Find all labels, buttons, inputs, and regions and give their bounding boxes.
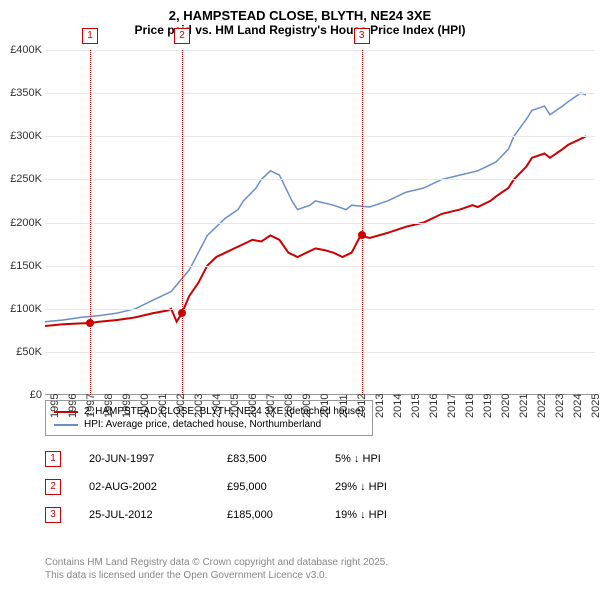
footer-text: Contains HM Land Registry data © Crown c…	[45, 556, 388, 582]
sale-pct: 19% ↓ HPI	[335, 509, 425, 521]
legend-swatch	[54, 411, 78, 413]
sale-date: 02-AUG-2002	[89, 481, 199, 493]
marker-dot-1	[86, 319, 94, 327]
gridline	[45, 179, 595, 180]
series-hpi	[45, 93, 586, 322]
marker-dot-3	[358, 231, 366, 239]
marker-box-3: 3	[354, 28, 370, 44]
sale-price: £95,000	[227, 481, 307, 493]
marker-box-1: 1	[82, 28, 98, 44]
gridline	[45, 266, 595, 267]
sale-marker: 1	[45, 451, 61, 467]
marker-box-2: 2	[174, 28, 190, 44]
series-price_paid	[45, 136, 586, 326]
sale-row: 1 20-JUN-1997 £83,500 5% ↓ HPI	[45, 445, 425, 473]
x-axis-label: 2016	[428, 394, 440, 418]
x-axis-label: 2019	[482, 394, 494, 418]
legend-item: HPI: Average price, detached house, Nort…	[54, 418, 364, 431]
x-axis-label: 2022	[536, 394, 548, 418]
gridline	[45, 50, 595, 51]
sale-row: 2 02-AUG-2002 £95,000 29% ↓ HPI	[45, 473, 425, 501]
marker-line-1	[90, 50, 91, 395]
x-axis-label: 2023	[554, 394, 566, 418]
sale-price: £83,500	[227, 453, 307, 465]
sale-pct: 29% ↓ HPI	[335, 481, 425, 493]
x-axis-label: 2021	[518, 394, 530, 418]
y-axis-label: £200K	[10, 217, 42, 229]
gridline	[45, 136, 595, 137]
sale-price: £185,000	[227, 509, 307, 521]
marker-line-3	[362, 50, 363, 395]
legend-item: 2, HAMPSTEAD CLOSE, BLYTH, NE24 3XE (det…	[54, 405, 364, 418]
x-axis-label: 2013	[374, 394, 386, 418]
x-axis-label: 2020	[500, 394, 512, 418]
y-axis-label: £400K	[10, 44, 42, 56]
x-axis-label: 2014	[392, 394, 404, 418]
footer-line1: Contains HM Land Registry data © Crown c…	[45, 556, 388, 569]
gridline	[45, 309, 595, 310]
y-axis-label: £250K	[10, 173, 42, 185]
y-axis-label: £350K	[10, 87, 42, 99]
y-axis-label: £50K	[16, 346, 42, 358]
sales-table: 1 20-JUN-1997 £83,500 5% ↓ HPI 2 02-AUG-2002 £…	[45, 445, 425, 529]
gridline	[45, 93, 595, 94]
x-axis-label: 2015	[410, 394, 422, 418]
legend: 2, HAMPSTEAD CLOSE, BLYTH, NE24 3XE (det…	[45, 400, 373, 436]
y-axis-label: £300K	[10, 130, 42, 142]
y-axis-label: £150K	[10, 260, 42, 272]
sale-pct: 5% ↓ HPI	[335, 453, 425, 465]
chart-container: 2, HAMPSTEAD CLOSE, BLYTH, NE24 3XE Pric…	[0, 0, 600, 590]
gridline	[45, 352, 595, 353]
sale-date: 25-JUL-2012	[89, 509, 199, 521]
x-axis-label: 2018	[464, 394, 476, 418]
x-axis-label: 2025	[590, 394, 600, 418]
y-axis-label: £0	[30, 389, 42, 401]
plot-area: 1995199619971998199920002001200220032004…	[45, 50, 595, 395]
marker-dot-2	[178, 309, 186, 317]
sale-row: 3 25-JUL-2012 £185,000 19% ↓ HPI	[45, 501, 425, 529]
legend-label: 2, HAMPSTEAD CLOSE, BLYTH, NE24 3XE (det…	[84, 406, 364, 417]
y-axis-label: £100K	[10, 303, 42, 315]
x-axis-label: 2017	[446, 394, 458, 418]
footer-line2: This data is licensed under the Open Gov…	[45, 569, 388, 582]
sale-marker: 2	[45, 479, 61, 495]
legend-swatch	[54, 424, 78, 426]
legend-label: HPI: Average price, detached house, Nort…	[84, 419, 321, 430]
chart-title: 2, HAMPSTEAD CLOSE, BLYTH, NE24 3XE	[0, 0, 600, 23]
x-axis-label: 2024	[572, 394, 584, 418]
marker-line-2	[182, 50, 183, 395]
sale-marker: 3	[45, 507, 61, 523]
sale-date: 20-JUN-1997	[89, 453, 199, 465]
gridline	[45, 223, 595, 224]
